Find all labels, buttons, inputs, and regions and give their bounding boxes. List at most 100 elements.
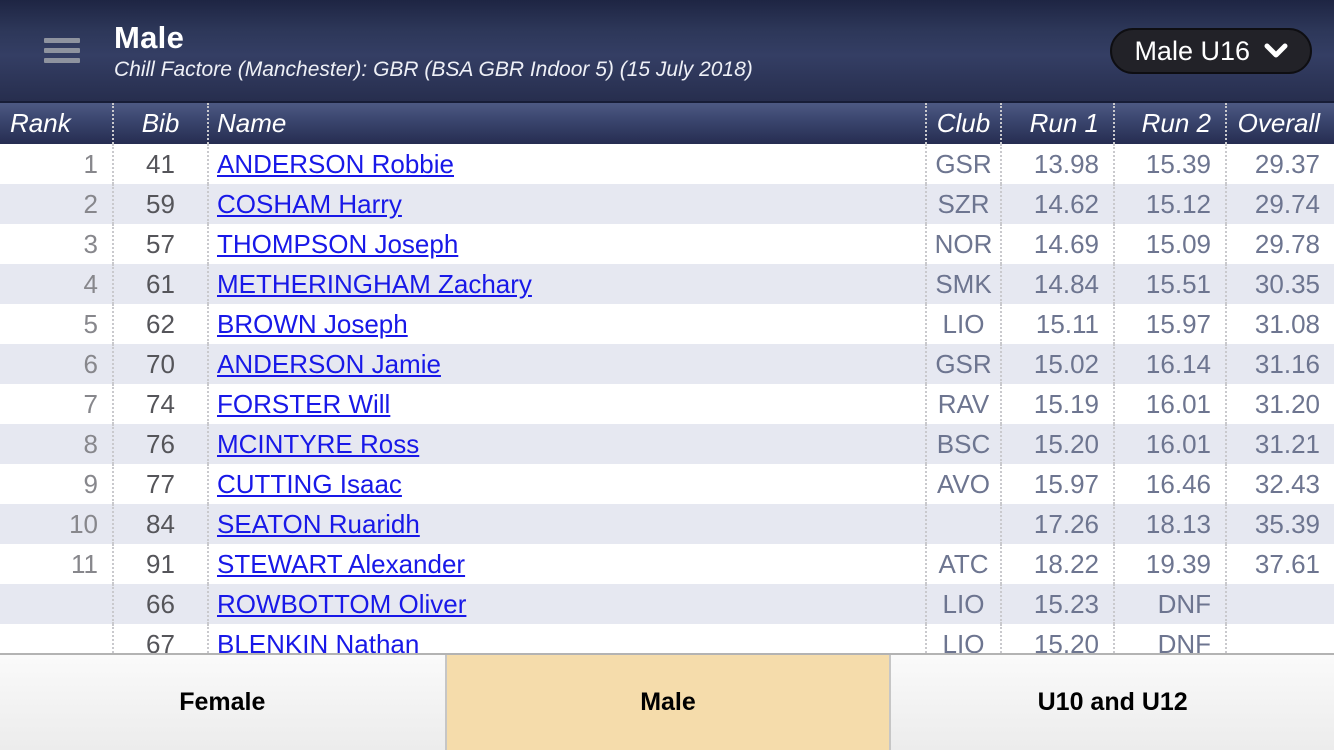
competitor-link[interactable]: ANDERSON Robbie: [217, 149, 454, 179]
competitor-link[interactable]: METHERINGHAM Zachary: [217, 269, 532, 299]
competitor-link[interactable]: BLENKIN Nathan: [217, 629, 420, 653]
competitor-link[interactable]: ANDERSON Jamie: [217, 349, 441, 379]
bib-cell: 61: [112, 264, 207, 304]
column-header-name: Name: [207, 103, 925, 144]
table-row: 8 76 MCINTYRE Ross BSC 15.20 16.01 31.21: [0, 424, 1334, 464]
club-cell: AVO: [925, 464, 1000, 504]
rank-cell: 7: [83, 389, 98, 419]
club-cell: BSC: [925, 424, 1000, 464]
competitor-link[interactable]: MCINTYRE Ross: [217, 429, 420, 459]
tab-male[interactable]: Male: [444, 655, 890, 750]
competitor-link[interactable]: STEWART Alexander: [217, 549, 466, 579]
column-header-club: Club: [925, 103, 1000, 144]
rank-cell: 8: [83, 429, 98, 459]
overall-cell: 31.21: [1225, 424, 1334, 464]
run2-cell: 16.01: [1113, 384, 1225, 424]
run1-cell: 15.02: [1000, 344, 1113, 384]
bib-cell: 91: [112, 544, 207, 584]
tab-u10-u12[interactable]: U10 and U12: [889, 655, 1334, 750]
category-dropdown-label: Male U16: [1134, 35, 1250, 66]
competitor-link[interactable]: FORSTER Will: [217, 389, 391, 419]
competitor-link[interactable]: ROWBOTTOM Oliver: [217, 589, 467, 619]
category-dropdown[interactable]: Male U16: [1110, 28, 1312, 74]
overall-cell: 29.74: [1225, 184, 1334, 224]
overall-cell: 37.61: [1225, 544, 1334, 584]
rank-cell: 10: [69, 509, 98, 539]
club-cell: GSR: [925, 144, 1000, 184]
run2-cell: 15.97: [1113, 304, 1225, 344]
name-cell: STEWART Alexander: [207, 544, 925, 584]
table-body[interactable]: 1 41 ANDERSON Robbie GSR 13.98 15.39 29.…: [0, 144, 1334, 653]
run2-cell: 15.39: [1113, 144, 1225, 184]
event-subtitle: Chill Factore (Manchester): GBR (BSA GBR…: [114, 57, 753, 81]
overall-cell: 31.20: [1225, 384, 1334, 424]
bib-cell: 62: [112, 304, 207, 344]
run1-cell: 14.62: [1000, 184, 1113, 224]
name-cell: MCINTYRE Ross: [207, 424, 925, 464]
name-cell: BLENKIN Nathan: [207, 624, 925, 653]
competitor-link[interactable]: SEATON Ruaridh: [217, 509, 420, 539]
rank-cell: 6: [83, 349, 98, 379]
table-row: 11 91 STEWART Alexander ATC 18.22 19.39 …: [0, 544, 1334, 584]
run2-cell: 16.01: [1113, 424, 1225, 464]
name-cell: BROWN Joseph: [207, 304, 925, 344]
competitor-link[interactable]: CUTTING Isaac: [217, 469, 402, 499]
overall-cell: [1225, 624, 1334, 653]
name-cell: COSHAM Harry: [207, 184, 925, 224]
run2-cell: 16.14: [1113, 344, 1225, 384]
app-header: Male Chill Factore (Manchester): GBR (BS…: [0, 0, 1334, 101]
column-header-bib: Bib: [112, 103, 207, 144]
column-header-overall: Overall: [1225, 103, 1334, 144]
competitor-link[interactable]: THOMPSON Joseph: [217, 229, 459, 259]
rank-cell: [0, 624, 112, 653]
run1-cell: 14.69: [1000, 224, 1113, 264]
table-row: 4 61 METHERINGHAM Zachary SMK 14.84 15.5…: [0, 264, 1334, 304]
run2-cell: 18.13: [1113, 504, 1225, 544]
table-row: 7 74 FORSTER Will RAV 15.19 16.01 31.20: [0, 384, 1334, 424]
club-cell: ATC: [925, 544, 1000, 584]
rank-cell: 9: [83, 469, 98, 499]
bib-cell: 41: [112, 144, 207, 184]
bib-cell: 57: [112, 224, 207, 264]
column-header-rank: Rank: [10, 108, 71, 138]
overall-cell: 31.08: [1225, 304, 1334, 344]
table-row: 1 41 ANDERSON Robbie GSR 13.98 15.39 29.…: [0, 144, 1334, 184]
club-cell: SZR: [925, 184, 1000, 224]
rank-cell: 5: [83, 309, 98, 339]
title-block: Male Chill Factore (Manchester): GBR (BS…: [114, 20, 753, 82]
table-row: 66 ROWBOTTOM Oliver LIO 15.23 DNF: [0, 584, 1334, 624]
name-cell: ANDERSON Jamie: [207, 344, 925, 384]
overall-cell: [1225, 584, 1334, 624]
run1-cell: 15.20: [1000, 624, 1113, 653]
table-row: 5 62 BROWN Joseph LIO 15.11 15.97 31.08: [0, 304, 1334, 344]
club-cell: RAV: [925, 384, 1000, 424]
run1-cell: 15.19: [1000, 384, 1113, 424]
run1-cell: 14.84: [1000, 264, 1113, 304]
tab-female[interactable]: Female: [0, 655, 445, 750]
bib-cell: 84: [112, 504, 207, 544]
rank-cell: [0, 584, 112, 624]
run2-cell: 16.46: [1113, 464, 1225, 504]
name-cell: CUTTING Isaac: [207, 464, 925, 504]
overall-cell: 29.78: [1225, 224, 1334, 264]
rank-cell: 3: [83, 229, 98, 259]
competitor-link[interactable]: COSHAM Harry: [217, 189, 402, 219]
run1-cell: 13.98: [1000, 144, 1113, 184]
run1-cell: 15.97: [1000, 464, 1113, 504]
rank-cell: 11: [71, 549, 98, 579]
chevron-down-icon: [1264, 43, 1288, 58]
overall-cell: 31.16: [1225, 344, 1334, 384]
run2-cell: 15.09: [1113, 224, 1225, 264]
overall-cell: 32.43: [1225, 464, 1334, 504]
club-cell: LIO: [925, 624, 1000, 653]
column-header-run1: Run 1: [1000, 103, 1113, 144]
rank-cell: 1: [83, 149, 98, 179]
club-cell: LIO: [925, 584, 1000, 624]
menu-button[interactable]: [44, 34, 80, 67]
name-cell: SEATON Ruaridh: [207, 504, 925, 544]
table-row: 6 70 ANDERSON Jamie GSR 15.02 16.14 31.1…: [0, 344, 1334, 384]
bib-cell: 76: [112, 424, 207, 464]
competitor-link[interactable]: BROWN Joseph: [217, 309, 408, 339]
table-row: 3 57 THOMPSON Joseph NOR 14.69 15.09 29.…: [0, 224, 1334, 264]
